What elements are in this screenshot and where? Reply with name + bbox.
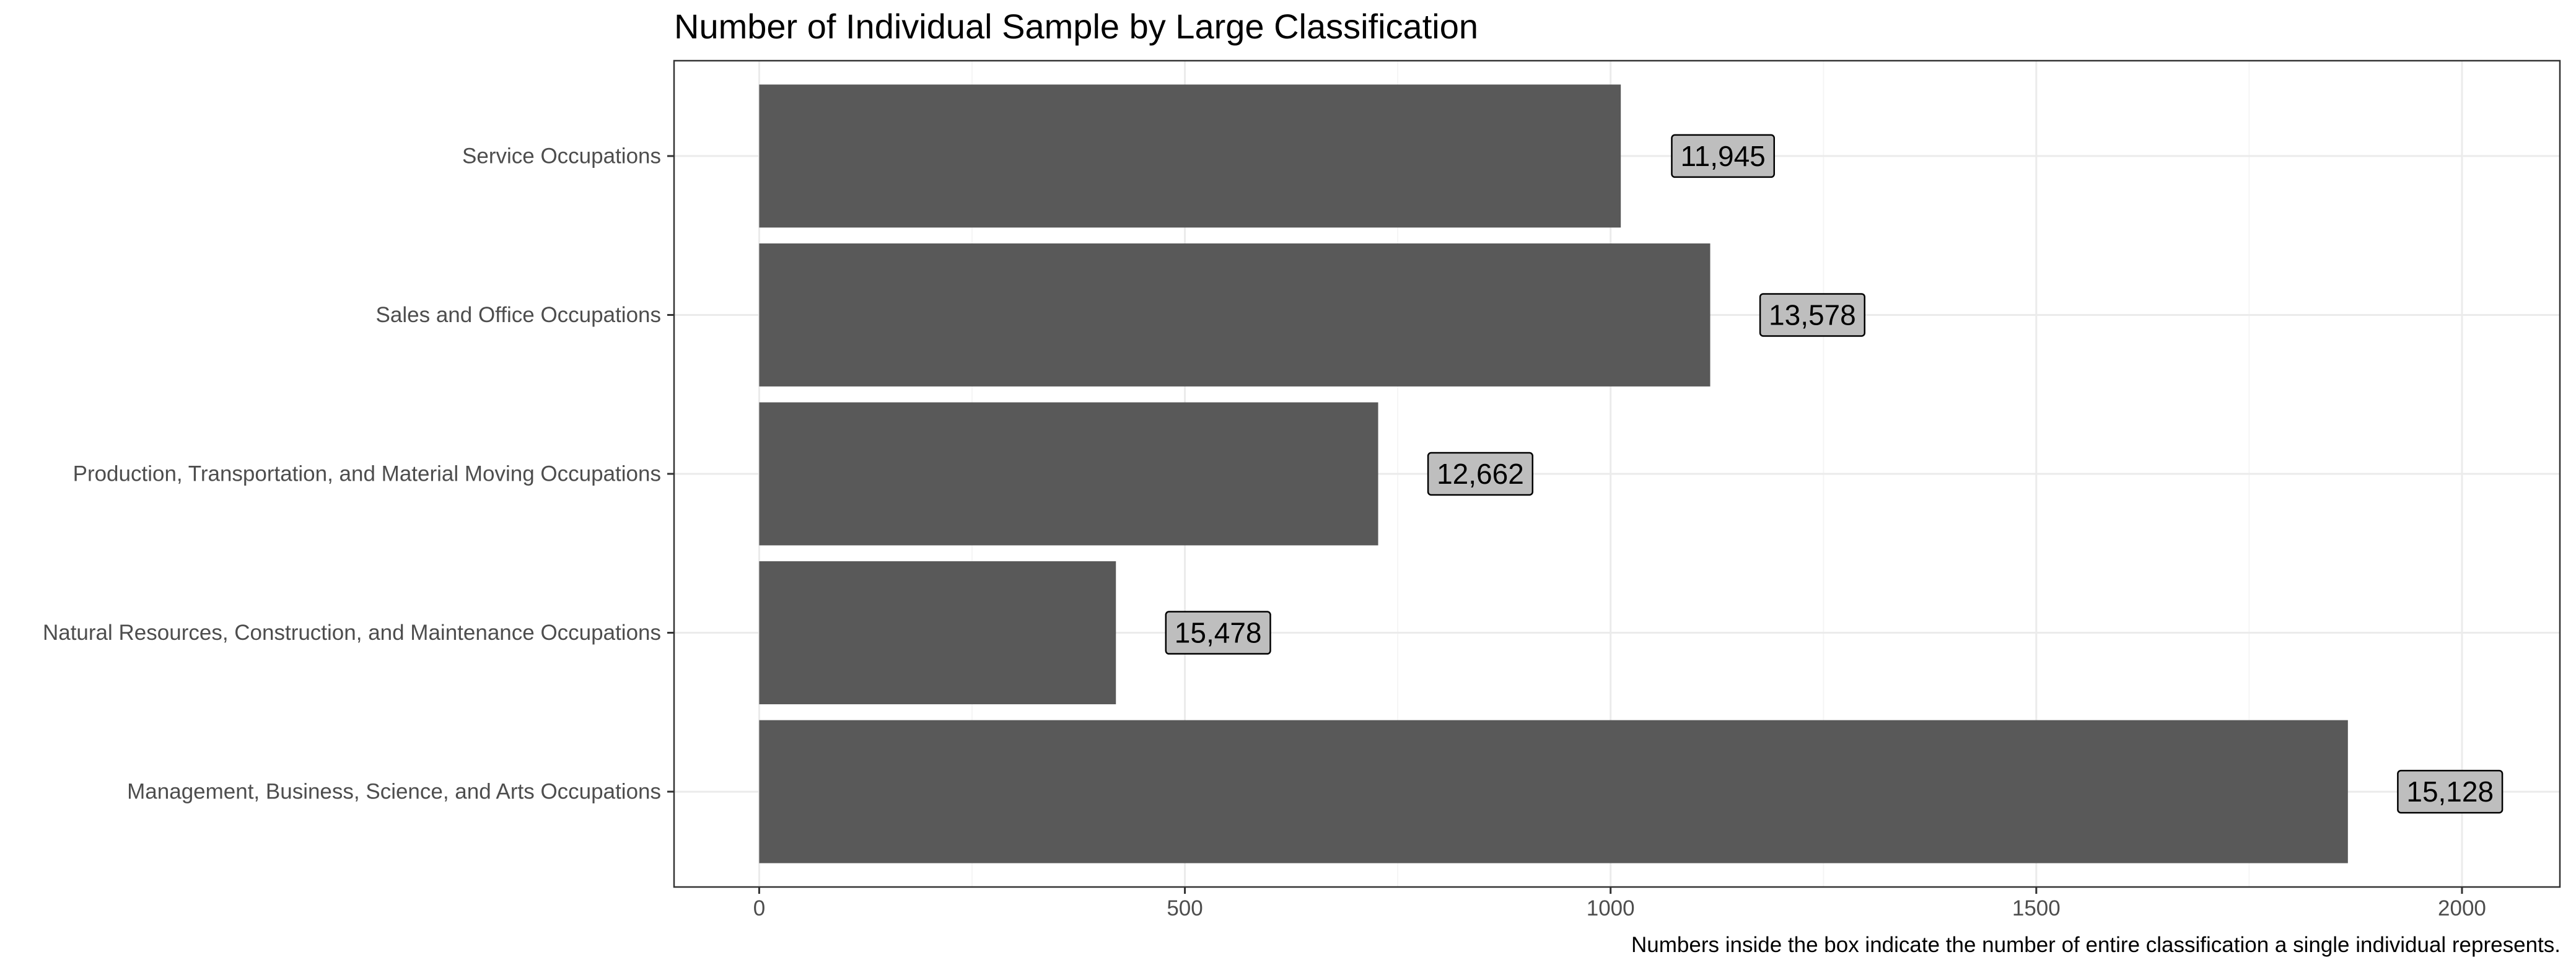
chart-caption: Numbers inside the box indicate the numb… (1631, 933, 2561, 957)
data-label-background (1165, 611, 1271, 655)
data-label-background (1759, 293, 1865, 337)
data-label-box (1427, 452, 1534, 496)
x-tick-label: 1000 (1587, 896, 1635, 920)
bar (759, 243, 1711, 387)
x-tick-label: 0 (753, 896, 765, 920)
y-tick-label: Sales and Office Occupations (376, 303, 661, 327)
y-tick-label: Management, Business, Science, and Arts … (127, 780, 661, 804)
x-axis: 0 500 1000 1500 2000 (753, 887, 2486, 920)
data-label-background (1671, 134, 1775, 178)
data-label: 15,128 (2406, 776, 2494, 808)
data-labels: 15,128 15,478 12,662 13,578 11,945 (1165, 134, 2504, 814)
data-label-box (1165, 611, 1271, 655)
data-label-box (1671, 134, 1775, 178)
x-tick-label: 500 (1167, 896, 1203, 920)
data-label: 11,945 (1680, 140, 1765, 172)
y-tick-label: Production, Transportation, and Material… (73, 462, 661, 486)
data-label: 15,478 (1175, 617, 1262, 649)
chart-title: Number of Individual Sample by Large Cla… (674, 7, 1478, 46)
x-tick-label: 2000 (2438, 896, 2486, 920)
y-tick-label: Service Occupations (462, 144, 661, 168)
data-label-box (1759, 293, 1865, 337)
data-label: 13,578 (1769, 299, 1856, 331)
y-tick-label: Natural Resources, Construction, and Mai… (43, 621, 661, 645)
y-axis: Management, Business, Science, and Arts … (43, 144, 674, 804)
data-label-background (2397, 769, 2504, 814)
data-label-box (2397, 769, 2504, 814)
x-tick-label: 1500 (2012, 896, 2061, 920)
data-label: 12,662 (1437, 458, 1524, 490)
bar (759, 561, 1116, 704)
bar (759, 720, 2348, 863)
data-label-background (1427, 452, 1534, 496)
bars (759, 84, 2348, 863)
bar (759, 402, 1378, 546)
bar (759, 84, 1621, 228)
